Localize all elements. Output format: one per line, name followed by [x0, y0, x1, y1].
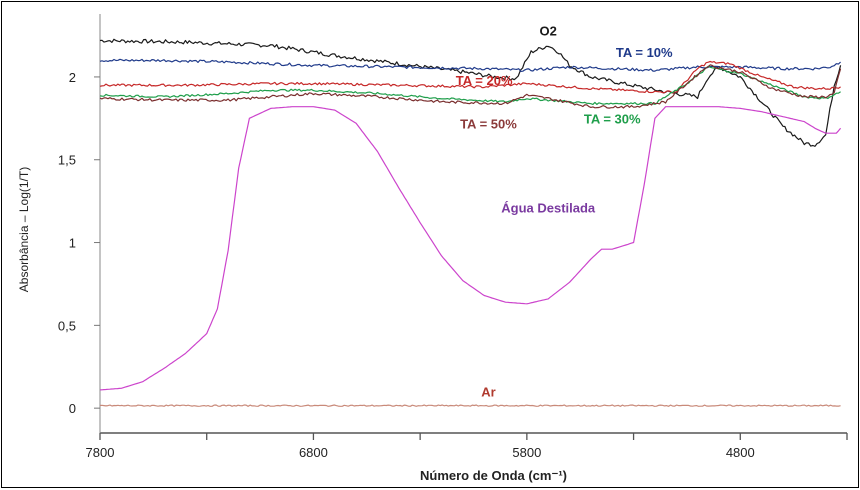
x-axis-title: Número de Onda (cm⁻¹) — [420, 468, 567, 483]
series-line-0 — [99, 38, 842, 147]
x-tick-label: 6800 — [299, 445, 328, 460]
series-line-5 — [99, 106, 842, 391]
x-tick-label: 4800 — [726, 445, 755, 460]
y-tick-label: 0 — [69, 401, 76, 416]
series-line-2 — [99, 60, 841, 94]
series-annotation-5: Água Destilada — [501, 201, 596, 216]
axes-group: 7800 6800 5800 4800 0 0,5 1 1,5 2 — [58, 14, 848, 460]
series-line-1 — [99, 58, 842, 73]
series-annotation-0: O2 — [540, 24, 557, 39]
x-tick-label: 7800 — [86, 445, 115, 460]
y-axis-title: Absorbância – Log(1/T) — [17, 167, 31, 292]
y-tick-label: 1 — [69, 236, 76, 251]
y-tick-label: 1,5 — [58, 153, 76, 168]
y-tick-label: 0,5 — [58, 318, 76, 333]
series-annotation-1: TA = 10% — [616, 45, 673, 60]
y-tick-label: 2 — [69, 70, 76, 85]
series-annotation-2: TA = 20% — [456, 73, 513, 88]
series-annotation-6: Ar — [481, 385, 495, 400]
labels-group: Número de Onda (cm⁻¹) Absorbância – Log(1… — [17, 24, 673, 483]
series-line-6 — [99, 404, 841, 407]
series-line-4 — [99, 64, 842, 109]
series-annotation-4: TA = 30% — [584, 111, 641, 126]
series-annotation-3: TA = 50% — [460, 116, 517, 131]
x-tick-label: 5800 — [512, 445, 541, 460]
series-group — [99, 38, 842, 407]
